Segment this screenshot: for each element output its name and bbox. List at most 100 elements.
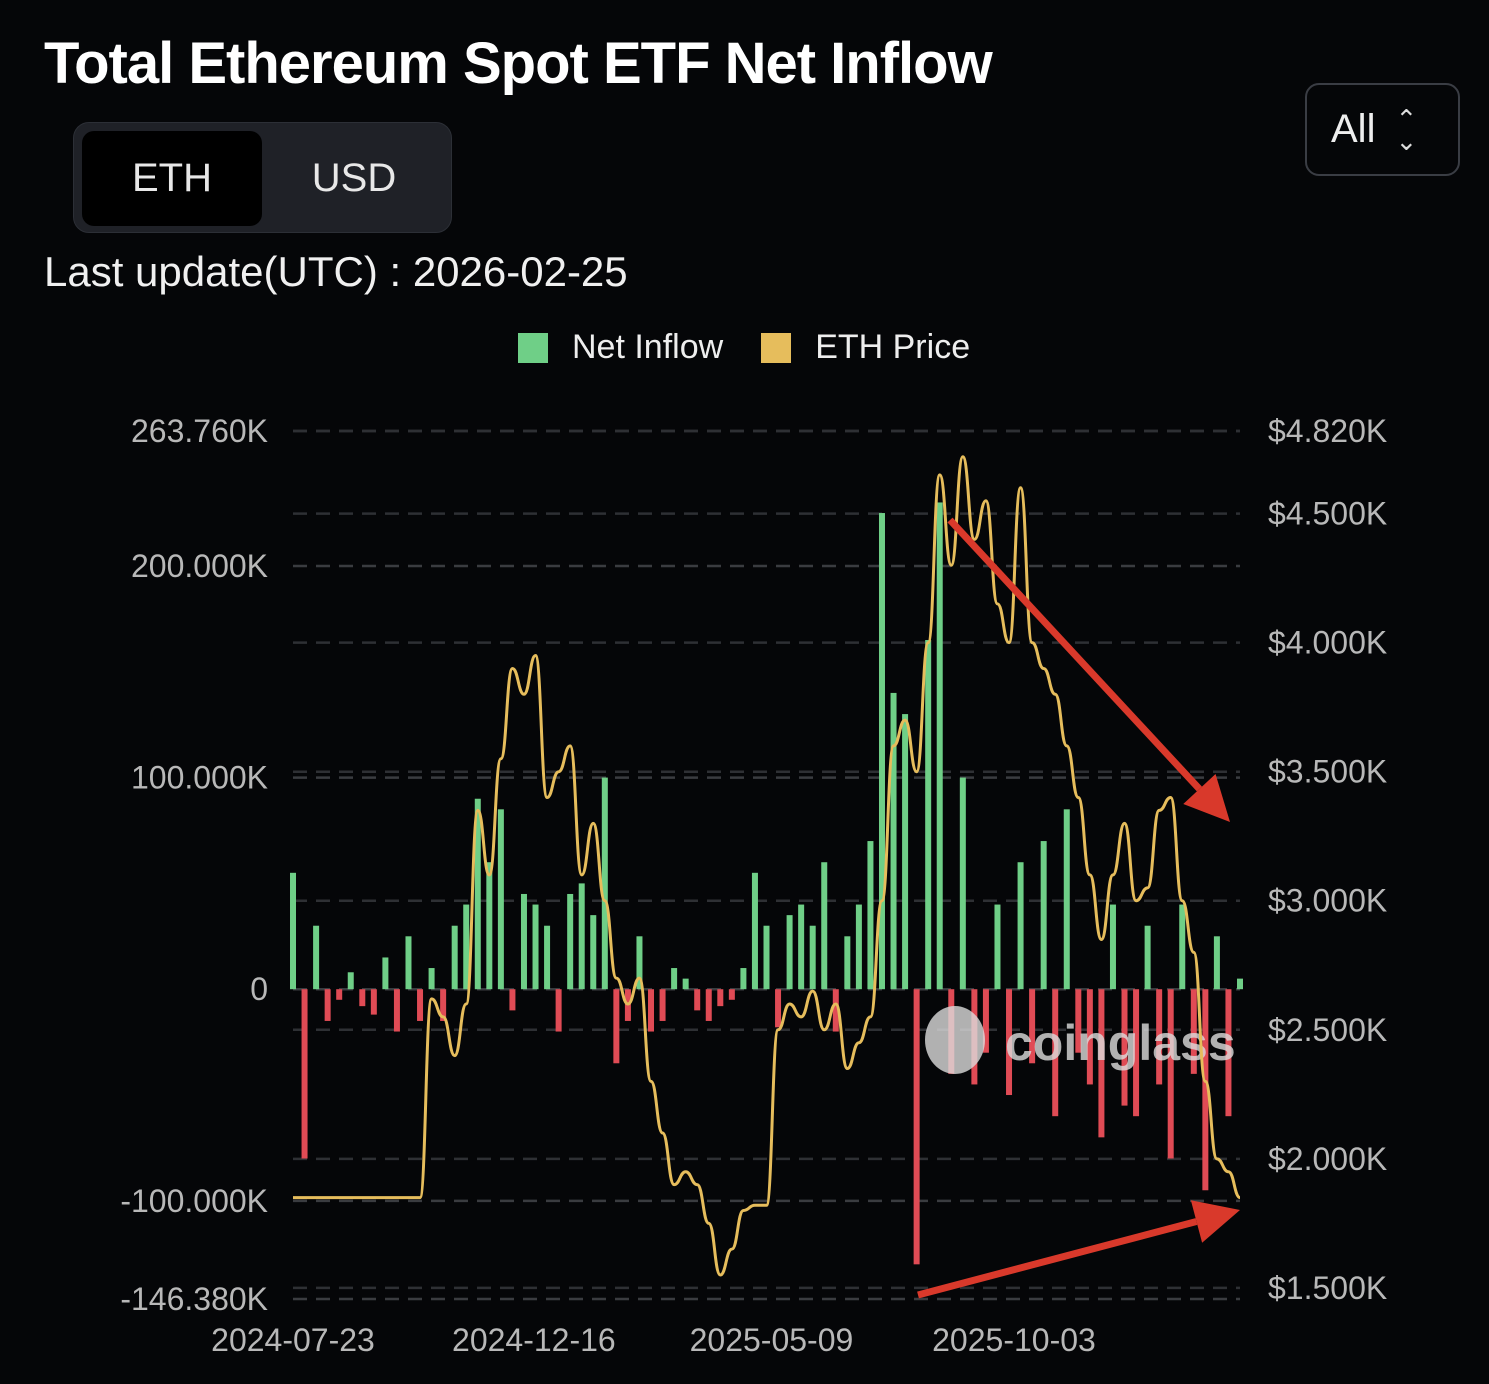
net-inflow-bar (925, 640, 932, 990)
net-inflow-bar (659, 989, 666, 1021)
right-axis-tick: $4.820K (1268, 413, 1387, 449)
downtrend-arrow-head (1183, 774, 1230, 822)
net-inflow-bar (878, 513, 885, 990)
legend-swatch-eth-price (761, 332, 792, 363)
right-axis-tick: $4.000K (1268, 625, 1387, 661)
right-axis-tick: $4.500K (1268, 496, 1387, 532)
net-inflow-bar (1052, 989, 1059, 1117)
legend-swatch-net-inflow (518, 332, 548, 363)
net-inflow-bar (555, 989, 562, 1032)
x-axis-tick: 2025-05-09 (690, 1322, 854, 1358)
net-inflow-bar (370, 989, 377, 1015)
net-inflow-bar (497, 809, 504, 990)
right-axis-tick: $1.500K (1268, 1270, 1387, 1306)
net-inflow-bar (809, 925, 816, 990)
net-inflow-bar (775, 989, 782, 1028)
page-title: Total Ethereum Spot ETF Net Inflow (44, 31, 993, 96)
net-inflow-bar (648, 989, 655, 1032)
left-axis-tick: 200.000K (131, 548, 268, 584)
left-axis-tick: -146.380K (120, 1281, 268, 1317)
net-inflow-bar (290, 872, 296, 990)
toggle-eth[interactable]: ETH (82, 131, 262, 226)
net-inflow-bar (705, 989, 712, 1021)
net-inflow-bar (520, 893, 527, 990)
net-inflow-bar (1109, 904, 1116, 990)
net-inflow-bar (382, 957, 389, 990)
net-inflow-bar (474, 798, 481, 990)
net-inflow-bar (324, 989, 331, 1021)
net-inflow-bar (902, 714, 909, 990)
net-inflow-bar (301, 989, 308, 1159)
net-inflow-bar (590, 915, 597, 990)
left-axis-tick: 0 (250, 971, 268, 1007)
watermark-text: coinglass (1005, 1015, 1236, 1071)
net-inflow-bar (636, 936, 643, 990)
net-inflow-bar (751, 872, 758, 990)
right-axis-tick: $2.500K (1268, 1012, 1387, 1048)
right-axis-tick: $3.500K (1268, 754, 1387, 790)
net-inflow-bar (544, 925, 551, 990)
net-inflow-bar (936, 502, 943, 990)
net-inflow-bar (567, 893, 574, 990)
net-inflow-bar (798, 904, 805, 990)
net-inflow-bar (613, 989, 620, 1064)
net-inflow-bar (1202, 989, 1209, 1191)
net-inflow-bar (1029, 989, 1036, 1064)
net-inflow-bar (740, 968, 747, 990)
legend: Net Inflow ETH Price (518, 328, 1008, 367)
net-inflow-bar (855, 904, 862, 990)
net-inflow-bar (463, 904, 470, 990)
net-inflow-bar (313, 925, 320, 990)
net-inflow-bar (867, 841, 874, 990)
net-inflow-bar (1017, 862, 1024, 990)
net-inflow-bar (717, 989, 724, 1007)
right-axis-tick: $3.000K (1268, 883, 1387, 919)
net-inflow-bar (832, 989, 839, 1032)
net-inflow-bar (393, 989, 400, 1032)
net-inflow-bar (601, 777, 608, 990)
net-inflow-bar (821, 862, 828, 990)
eth-price-line (293, 455, 1241, 1277)
range-select[interactable]: All ⌃ ⌄ (1305, 83, 1460, 176)
net-inflow-bar (763, 925, 770, 990)
range-select-value: All (1331, 107, 1376, 151)
net-inflow-bar (1156, 989, 1163, 1085)
legend-label: Net Inflow (572, 328, 724, 366)
net-inflow-bar (428, 968, 435, 990)
net-inflow-bar (890, 692, 897, 990)
net-inflow-bar (1063, 809, 1070, 990)
net-inflow-bar (786, 915, 793, 990)
left-axis-tick: -100.000K (120, 1183, 268, 1219)
net-inflow-bar (405, 936, 412, 990)
net-inflow-bar (682, 978, 689, 990)
net-inflow-bar (440, 989, 447, 1021)
legend-eth-price[interactable]: ETH Price (761, 328, 970, 367)
net-inflow-bar (578, 883, 585, 990)
right-axis-tick: $2.000K (1268, 1141, 1387, 1177)
left-axis-tick: 263.760K (131, 413, 268, 449)
net-inflow-bar (728, 989, 735, 1000)
net-inflow-bar (359, 989, 366, 1007)
net-inflow-bar (1167, 989, 1174, 1159)
net-inflow-bar (1006, 989, 1013, 1096)
legend-net-inflow[interactable]: Net Inflow (518, 328, 723, 367)
net-inflow-bar (1179, 904, 1186, 990)
last-update: Last update(UTC) : 2026-02-25 (44, 248, 628, 295)
x-axis-tick: 2025-10-03 (932, 1322, 1096, 1358)
net-inflow-bar (1213, 936, 1220, 990)
toggle-usd[interactable]: USD (311, 156, 397, 200)
net-inflow-bar (959, 777, 966, 990)
uptrend-arrow-head (1190, 1200, 1240, 1243)
net-inflow-bar (1075, 989, 1082, 1053)
chevron-up-down-icon: ⌃ ⌄ (1395, 103, 1418, 156)
net-inflow-bar (1190, 989, 1197, 1074)
net-inflow-bar (486, 862, 493, 990)
left-axis-tick: 100.000K (131, 760, 268, 796)
net-inflow-bar (509, 989, 516, 1011)
net-inflow-bar (994, 904, 1001, 990)
net-inflow-bar (1144, 925, 1151, 990)
net-inflow-bar (844, 936, 851, 990)
uptrend-arrow-shaft (917, 1218, 1198, 1299)
net-inflow-bar (1133, 989, 1140, 1117)
